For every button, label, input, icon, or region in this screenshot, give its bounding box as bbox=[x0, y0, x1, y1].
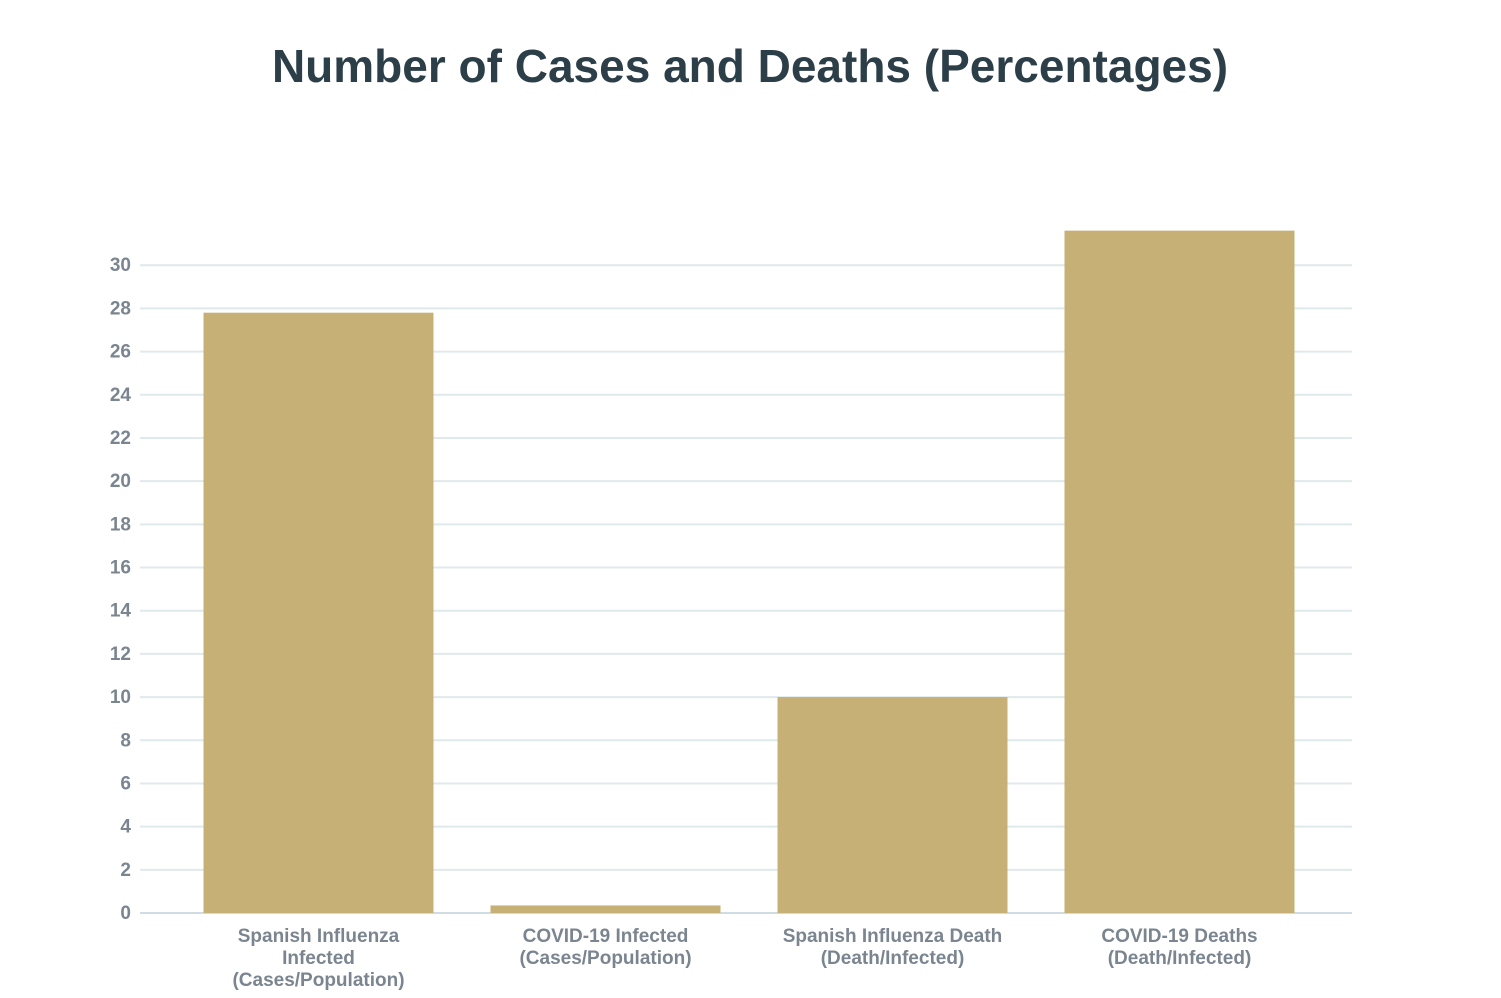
y-tick-label: 24 bbox=[110, 385, 132, 406]
y-tick-label: 14 bbox=[110, 601, 132, 622]
y-tick-label: 2 bbox=[120, 860, 131, 881]
y-tick-label: 8 bbox=[120, 730, 131, 751]
y-tick-label: 4 bbox=[120, 817, 131, 838]
y-tick-label: 10 bbox=[110, 687, 131, 708]
y-tick-label: 18 bbox=[110, 514, 131, 535]
y-tick-label: 6 bbox=[120, 773, 131, 794]
y-tick-label: 20 bbox=[110, 471, 131, 492]
y-tick-label: 16 bbox=[110, 558, 131, 579]
x-tick-label: COVID-19 Deaths (Death/Infected) bbox=[1101, 926, 1258, 969]
y-tick-label: 30 bbox=[110, 255, 131, 276]
bar bbox=[777, 697, 1008, 913]
bar bbox=[1064, 230, 1295, 913]
chart-title: Number of Cases and Deaths (Percentages) bbox=[272, 40, 1228, 92]
bar bbox=[203, 312, 434, 914]
y-tick-label: 12 bbox=[110, 644, 131, 665]
y-tick-label: 0 bbox=[120, 903, 131, 924]
y-tick-label: 22 bbox=[110, 428, 131, 449]
x-tick-label: Spanish Influenza Death (Death/Infected) bbox=[782, 926, 1003, 969]
y-tick-label: 26 bbox=[110, 342, 131, 363]
x-tick-label: COVID-19 Infected (Cases/Population) bbox=[519, 926, 692, 969]
x-tick-label: Spanish Influenza Infected (Cases/Popula… bbox=[232, 926, 405, 991]
bar bbox=[490, 905, 721, 913]
y-tick-label: 28 bbox=[110, 298, 131, 319]
